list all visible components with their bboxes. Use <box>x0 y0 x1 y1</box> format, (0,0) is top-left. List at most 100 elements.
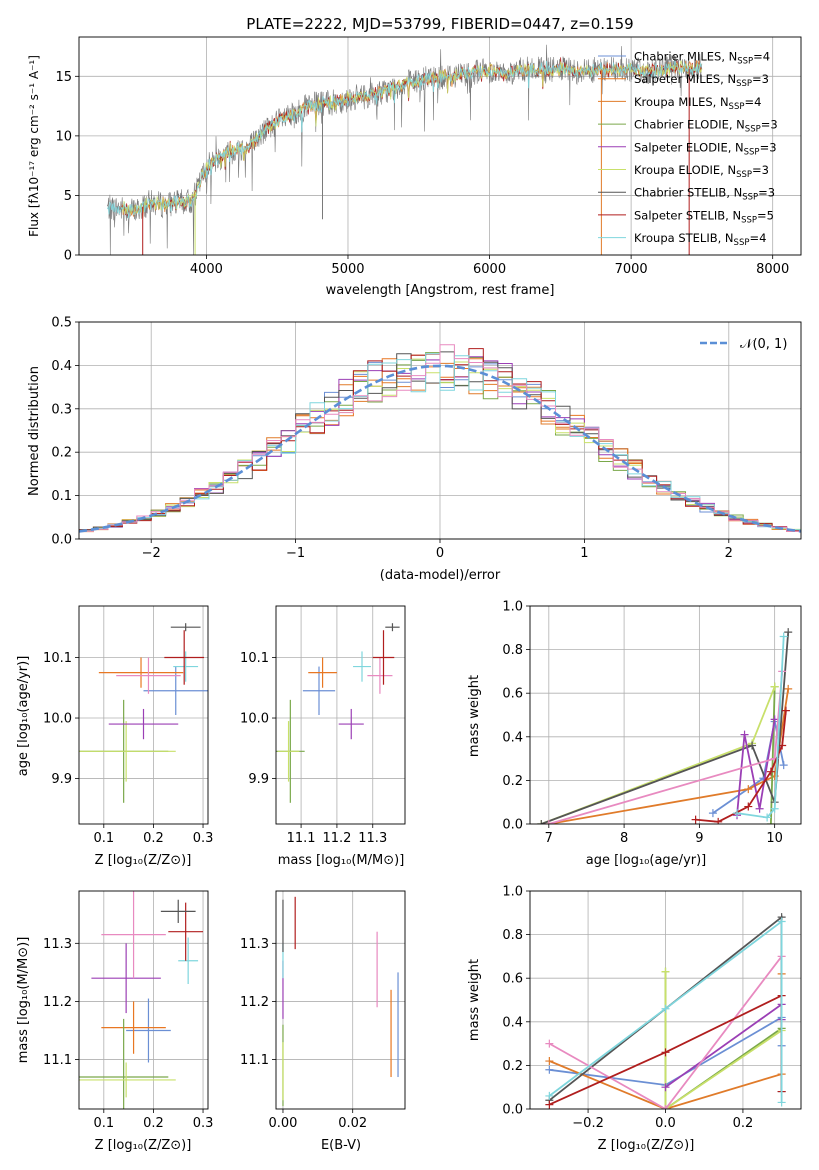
tick-label-x: −1 <box>286 546 305 561</box>
tick-label-y: 0.3 <box>51 402 72 417</box>
weight-marker <box>714 817 723 824</box>
tick-label-y: 11.2 <box>240 995 269 1010</box>
weight-marker <box>733 809 742 818</box>
tick-label-y: 0.2 <box>502 774 523 789</box>
tick-label-x: 6000 <box>473 262 506 277</box>
age_vs_mass-axes: 11.1 11.2 11.3 9.9 10.0 10.1 <box>240 606 405 846</box>
tick-label-x: 7 <box>545 831 553 846</box>
tick-label-y: 0.6 <box>502 687 523 702</box>
weight-marker <box>545 1091 554 1100</box>
residuals-frame <box>78 321 802 540</box>
tick-label-y: 10 <box>55 129 72 144</box>
tick-label-y: 0.0 <box>502 1103 523 1118</box>
tick-label-y: 11.1 <box>43 1053 72 1068</box>
weight_vs_age-lines <box>537 628 793 824</box>
weight-age-xlabel: age [log₁₀(age/yr)] <box>586 853 707 868</box>
legend-label: Salpeter STELIB, NSSP=5 <box>634 208 774 225</box>
residuals-ylabel: Normed distribution <box>27 366 42 496</box>
weight-marker <box>691 815 700 824</box>
legend-label: Kroupa STELIB, NSSP=4 <box>634 231 766 248</box>
spectrum-legend: Chabrier MILES, NSSP=4 Salpeter MILES, NS… <box>598 50 778 248</box>
mass-z-xlabel: Z [log₁₀(Z/Z⊙)] <box>95 1138 192 1153</box>
tick-label-y: 0.4 <box>502 730 523 745</box>
tick-label-x: 0.3 <box>193 831 214 846</box>
spectrum-title: PLATE=2222, MJD=53799, FIBERID=0447, z=0… <box>246 15 633 33</box>
tick-label-x: 8 <box>620 831 628 846</box>
weight-marker <box>784 684 793 693</box>
mass_vs_ebv-frame <box>275 890 406 1110</box>
weight_vs_Z-frame <box>529 890 802 1110</box>
mass_vs_Z-frame <box>78 890 209 1110</box>
weight-line-chabrier_elodie <box>664 971 783 1109</box>
tick-label-y: 9.9 <box>248 772 269 787</box>
tick-label-x: 11.1 <box>287 831 316 846</box>
age_vs_Z-points <box>79 623 208 803</box>
tick-label-x: 0.02 <box>338 1116 367 1131</box>
weight-line-chabrier_stelib <box>540 632 790 824</box>
tick-label-x: 4000 <box>190 262 223 277</box>
tick-label-x: 0.2 <box>143 831 164 846</box>
weight-marker <box>661 1004 670 1013</box>
mass_vs_Z-axes: 0.1 0.2 0.3 11.1 11.2 11.3 <box>43 891 213 1131</box>
tick-label-y: 0.8 <box>502 928 523 943</box>
tick-label-y: 10.1 <box>240 651 269 666</box>
legend-label: Chabrier ELODIE, NSSP=3 <box>634 118 778 135</box>
residuals-xlabel: (data-model)/error <box>380 568 501 583</box>
weight-marker <box>778 741 787 750</box>
tick-label-y: 1.0 <box>502 885 523 900</box>
weight-line-kroupa_miles <box>548 688 790 824</box>
age-mass-xlabel: mass [log₁₀(M/M⊙)] <box>278 853 405 868</box>
tick-label-x: 1 <box>580 546 588 561</box>
weight-marker <box>740 730 749 739</box>
weight-age-ylabel: mass weight <box>467 675 482 757</box>
weight-marker <box>545 1100 554 1109</box>
tick-label-x: 0.2 <box>143 1116 164 1131</box>
tick-label-x: 5000 <box>331 262 364 277</box>
tick-label-x: 0.00 <box>268 1116 297 1131</box>
tick-label-y: 10.1 <box>43 651 72 666</box>
weight-marker <box>661 1105 670 1109</box>
legend-label: Kroupa ELODIE, NSSP=3 <box>634 163 769 180</box>
normal-curve <box>79 364 801 533</box>
weight-marker <box>763 813 772 822</box>
spectrum-lines <box>106 44 703 255</box>
tick-label-y: 0.1 <box>51 489 72 504</box>
tick-label-y: 15 <box>55 70 72 85</box>
tick-label-x: 0 <box>436 546 444 561</box>
weight-marker <box>661 1083 670 1092</box>
tick-label-x: 0.0 <box>655 1116 676 1131</box>
tick-label-x: 0.3 <box>193 1116 214 1131</box>
residual-histograms <box>79 344 801 534</box>
weight-z-xlabel: Z [log₁₀(Z/Z⊙)] <box>598 1138 695 1153</box>
tick-label-y: 0.6 <box>502 972 523 987</box>
tick-label-x: 9 <box>695 831 703 846</box>
weight-z-ylabel: mass weight <box>467 959 482 1041</box>
tick-label-y: 10.0 <box>240 712 269 727</box>
weight-marker <box>755 804 764 813</box>
tick-label-x: 11.3 <box>358 831 387 846</box>
weight-marker <box>744 802 753 811</box>
tick-label-y: 0.4 <box>51 359 72 374</box>
tick-label-y: 11.2 <box>43 995 72 1010</box>
weight-line-kroupa_stelib <box>736 636 785 819</box>
mass-ebv-xlabel: E(B-V) <box>321 1138 361 1153</box>
tick-label-x: 8000 <box>756 262 789 277</box>
legend-label: Salpeter ELODIE, NSSP=3 <box>634 140 777 157</box>
tick-label-x: 11.2 <box>322 831 351 846</box>
weight-line-salpeter_elodie <box>664 1002 783 1088</box>
tick-label-x: 10 <box>766 831 783 846</box>
weight_vs_Z-lines <box>545 913 786 1109</box>
weight-marker <box>708 809 717 818</box>
weight-marker <box>781 706 790 715</box>
mass_vs_ebv-axes: 0.00 0.02 11.1 11.2 11.3 <box>240 891 405 1131</box>
age_vs_Z-axes: 0.1 0.2 0.3 9.9 10.0 10.1 <box>43 606 213 846</box>
weight-marker <box>744 785 753 794</box>
spectrum-xlabel: wavelength [Angstrom, rest frame] <box>326 283 555 298</box>
spectrum-ylabel: Flux [fλ10⁻¹⁷ erg cm⁻² s⁻¹ A⁻¹] <box>27 55 41 237</box>
spectrum-frame <box>78 36 802 256</box>
legend-label: Chabrier MILES, NSSP=4 <box>634 50 770 67</box>
weight-marker <box>777 917 786 926</box>
model-spectrum-kroupa_elodie <box>121 60 702 216</box>
weight-marker <box>779 632 788 641</box>
tick-label-y: 0 <box>64 249 72 264</box>
